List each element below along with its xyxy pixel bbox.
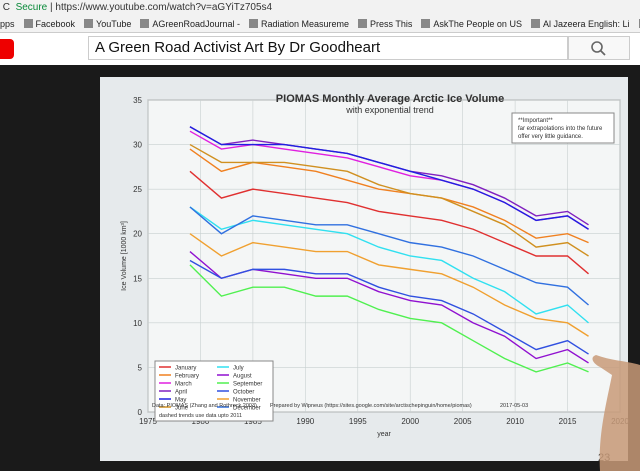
legend-label: January — [175, 366, 196, 372]
note-line: **Important** — [518, 118, 553, 124]
x-tick-label: 2005 — [454, 417, 472, 426]
bookmark[interactable]: MoveOn.org: Democ — [638, 16, 640, 32]
series-line — [189, 233, 589, 337]
bookmark-label: Press This — [370, 19, 413, 29]
series-line — [189, 170, 589, 275]
legend-label: May — [175, 398, 186, 404]
bookmark-icon — [84, 19, 94, 28]
y-tick-label: 30 — [133, 141, 142, 150]
x-tick-label: 1975 — [139, 417, 157, 426]
video-frame[interactable]: 0510152025303519751980198519901995200020… — [0, 65, 640, 471]
series-line — [189, 259, 589, 355]
bookmark-label: AGreenRoadJournal - — [152, 19, 240, 29]
note-line: offer very little guidance. — [518, 134, 583, 140]
legend-label: December — [233, 406, 261, 412]
url[interactable]: https://www.youtube.com/watch?v=aGYiTz70… — [55, 2, 273, 13]
x-tick-label: 1990 — [296, 417, 314, 426]
bookmark-icon — [421, 19, 431, 28]
legend-label: November — [233, 398, 261, 404]
bookmark-icon — [530, 19, 540, 28]
series-line — [189, 206, 589, 306]
series-line — [189, 126, 589, 230]
bookmark[interactable]: Facebook — [23, 16, 76, 32]
legend-box — [154, 360, 274, 422]
legend-note: dashed trends use data upto 2011 — [159, 413, 242, 419]
bookmark-label: Radiation Measureme — [260, 19, 350, 29]
youtube-logo[interactable] — [0, 39, 14, 59]
bookmark-label: Al Jazeera English: Li — [542, 19, 630, 29]
bookmark-icon — [140, 19, 150, 28]
y-tick-label: 35 — [133, 96, 142, 105]
y-tick-label: 10 — [133, 319, 142, 328]
footer-data: Data: PIOMAS (Zhang and Rothrock 2003) — [152, 403, 257, 409]
y-tick-label: 25 — [133, 185, 142, 194]
note-line: far extrapolations into the future — [518, 126, 603, 132]
bookmarks-bar: pps Facebook YouTube AGreenRoadJournal - Rad… — [0, 16, 640, 33]
bookmark[interactable]: YouTube — [84, 16, 131, 32]
bookmark-icon — [248, 19, 258, 28]
bookmark-icon — [358, 19, 368, 28]
bookmark-label: pps — [0, 19, 15, 29]
y-tick-label: 0 — [138, 408, 143, 417]
search-icon — [591, 41, 606, 56]
series-line — [189, 206, 589, 324]
bookmark[interactable]: AskThe People on US — [421, 16, 522, 32]
series-line — [189, 264, 589, 373]
bookmark-label: AskThe People on US — [433, 19, 522, 29]
series-line — [189, 251, 589, 364]
footer-prepared: Prepared by Wipneus (https://sites.googl… — [270, 403, 472, 409]
bookmark[interactable]: AGreenRoadJournal - — [140, 16, 240, 32]
search-box[interactable]: A Green Road Activist Art By Dr Goodhear… — [88, 36, 568, 60]
youtube-header: A Green Road Activist Art By Dr Goodhear… — [0, 33, 640, 65]
search-button[interactable] — [568, 36, 630, 60]
legend-label: February — [175, 374, 199, 380]
bookmark-label: Facebook — [35, 19, 76, 29]
secure-label: Secure — [15, 2, 48, 13]
legend-label: June — [175, 406, 189, 412]
chart-title: PIOMAS Monthly Average Arctic Ice Volume — [276, 93, 504, 105]
hand — [592, 355, 640, 471]
y-tick-label: 5 — [138, 363, 143, 372]
y-tick-label: 20 — [133, 230, 142, 239]
x-tick-label: 2015 — [559, 417, 577, 426]
bookmark-icon — [638, 19, 640, 28]
legend-label: April — [175, 390, 187, 396]
bookmark[interactable]: Radiation Measureme — [248, 16, 350, 32]
chart-subtitle: with exponential trend — [345, 105, 434, 115]
footer-date: 2017-05-03 — [500, 403, 528, 409]
x-tick-label: 2000 — [401, 417, 419, 426]
legend-label: October — [233, 390, 254, 396]
bookmark[interactable]: Al Jazeera English: Li — [530, 16, 630, 32]
y-axis-label: Ice Volume [1000 km³] — [121, 221, 128, 291]
bookmark[interactable]: Press This — [358, 16, 412, 32]
series-line — [189, 143, 589, 257]
bookmark-icon — [23, 19, 33, 28]
legend-label: September — [233, 382, 262, 388]
bookmark-label: YouTube — [96, 19, 132, 29]
x-axis-label: year — [377, 431, 391, 438]
legend-label: March — [175, 382, 192, 388]
note-box — [511, 112, 615, 144]
legend-label: July — [233, 366, 244, 372]
x-tick-label: 1995 — [349, 417, 367, 426]
legend-label: August — [233, 374, 252, 380]
series-line — [189, 148, 589, 244]
x-tick-label: 2010 — [506, 417, 524, 426]
address-bar: C Secure | https://www.youtube.com/watch… — [0, 0, 640, 16]
bookmark[interactable]: pps — [0, 16, 15, 32]
y-tick-label: 15 — [133, 274, 142, 283]
